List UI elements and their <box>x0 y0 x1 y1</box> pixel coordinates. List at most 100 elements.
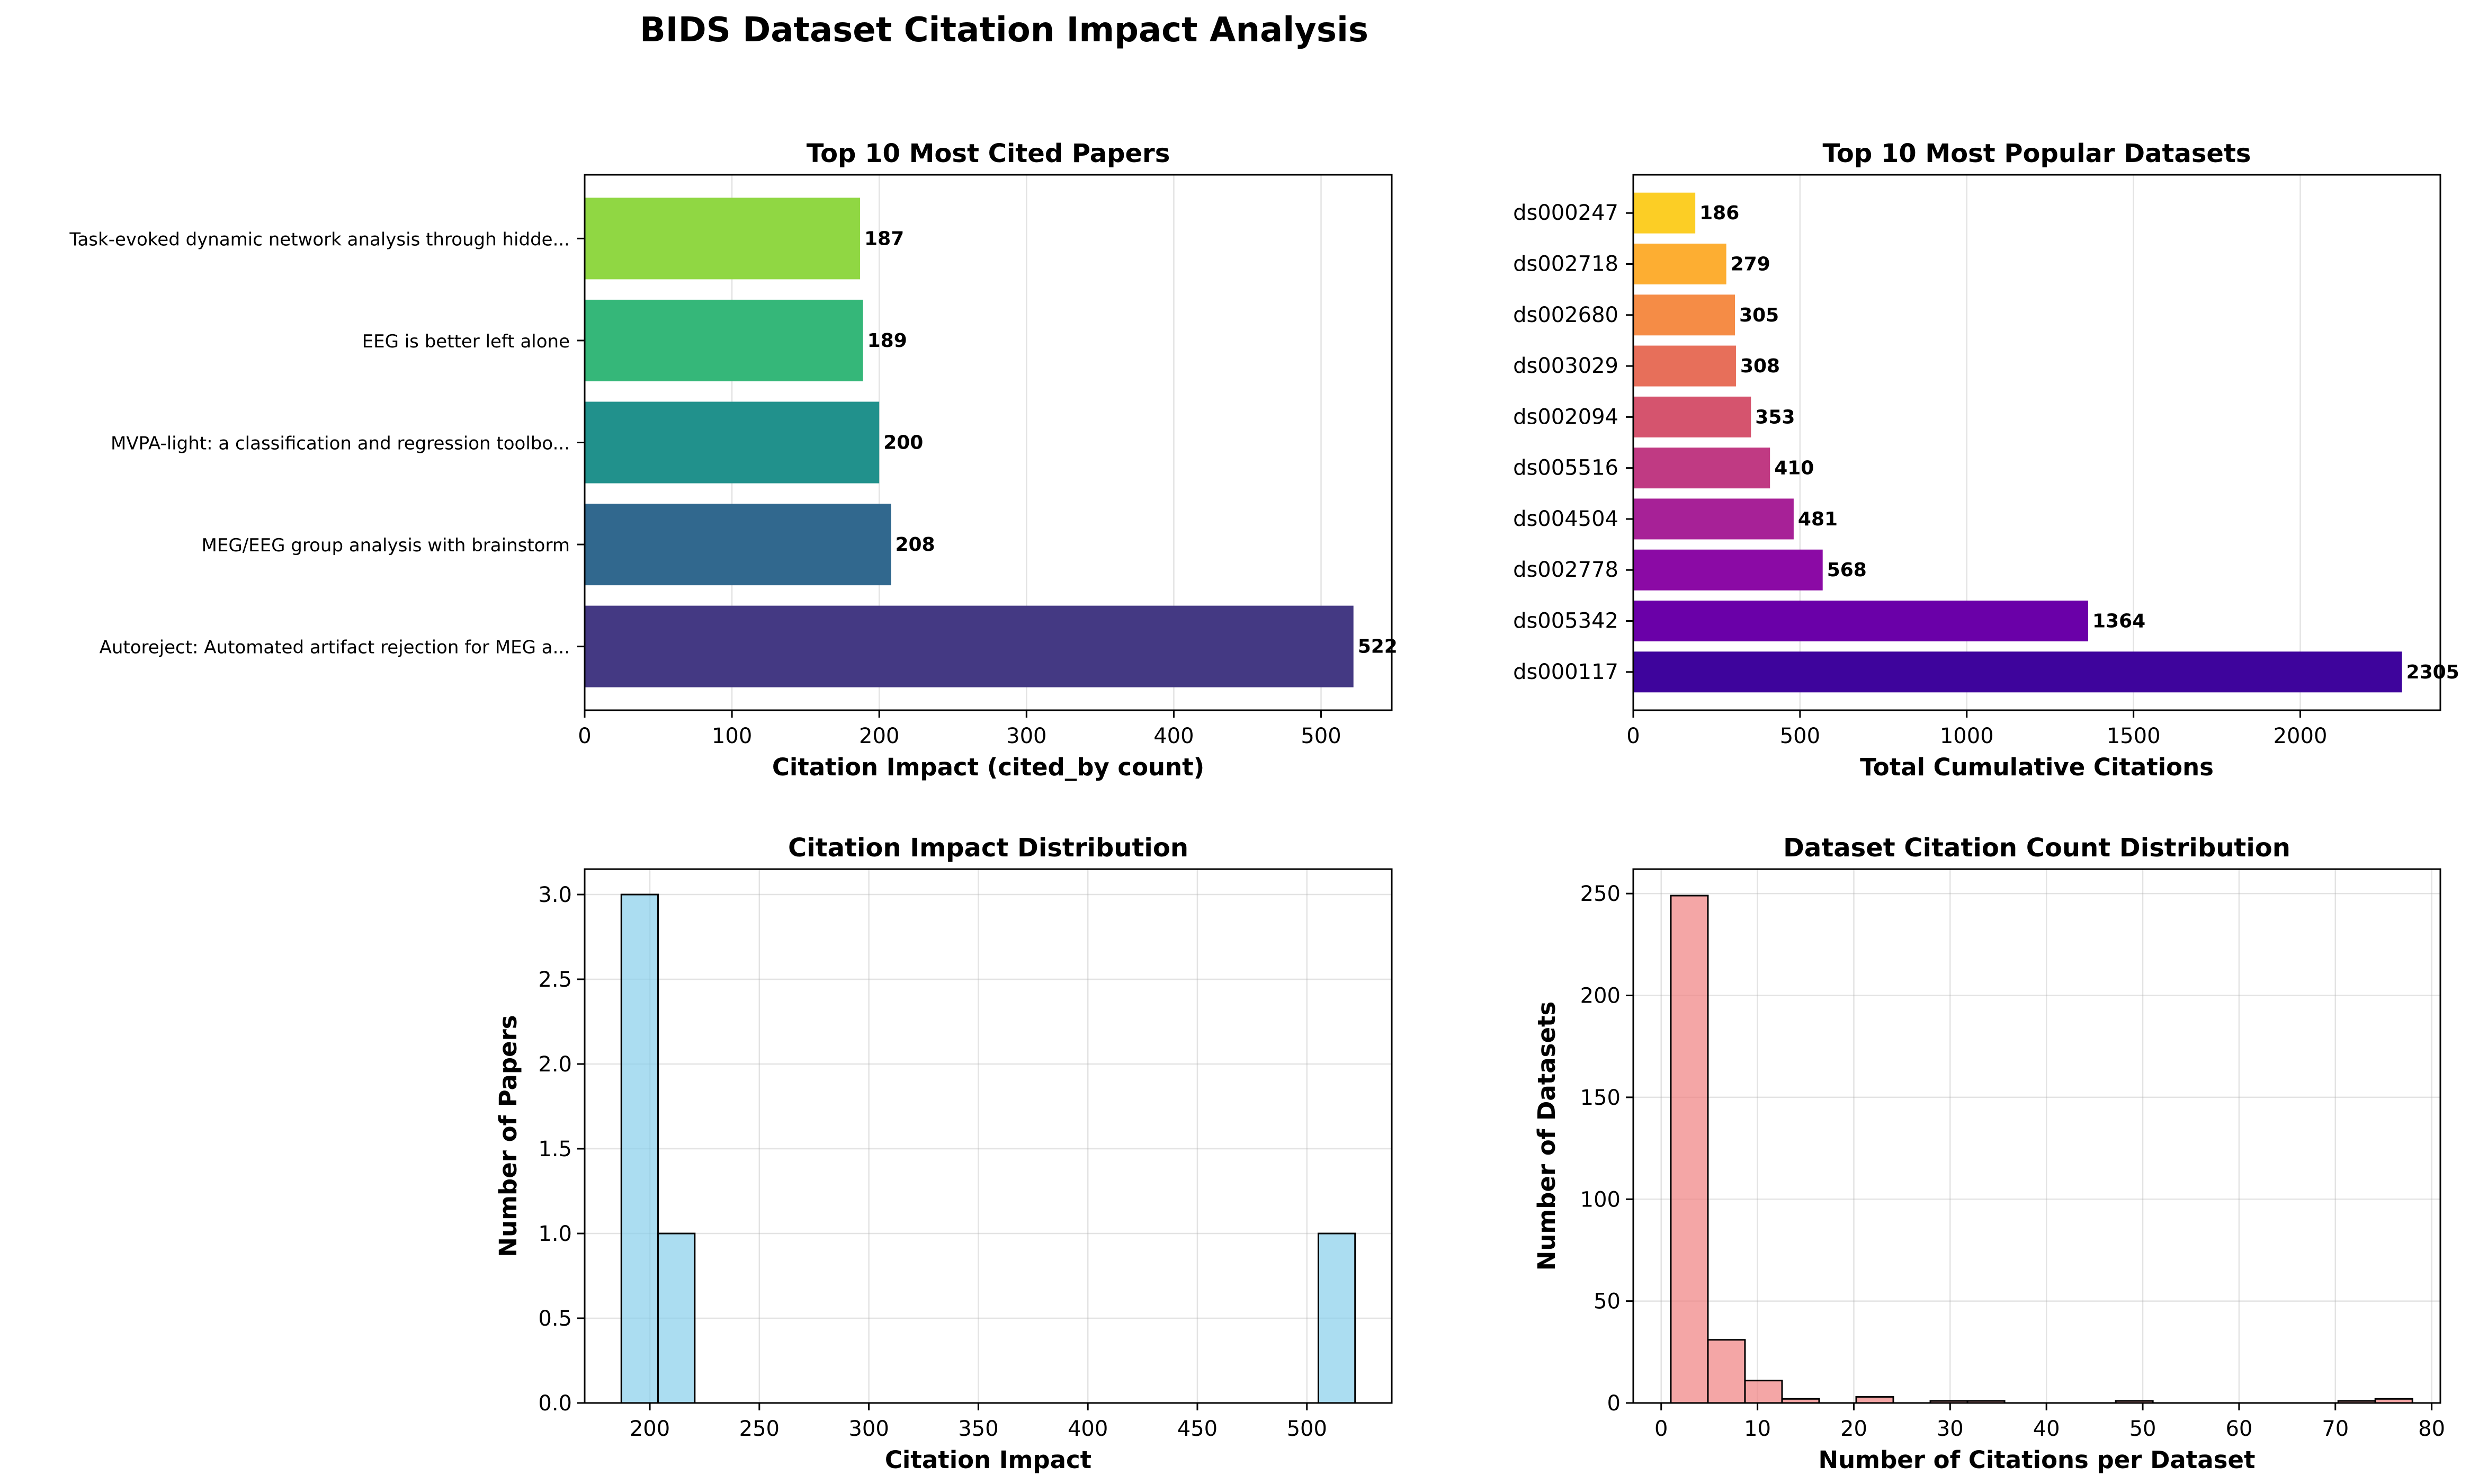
histogram-bar <box>1744 1380 1783 1404</box>
histogram-bar <box>1707 1339 1746 1404</box>
x-axis-label: Total Cumulative Citations <box>1860 753 2214 781</box>
x-tick-label: 300 <box>848 1417 889 1441</box>
y-tick-label: 0.0 <box>538 1391 572 1416</box>
top-popular-datasets-chart: 2305 ds000117 1364 ds005342 568 ds002778 481 ds… <box>1513 139 2459 781</box>
bar <box>1633 448 1770 489</box>
y-tick-label: ds000117 <box>1513 660 1618 684</box>
histogram-bar <box>620 893 659 1404</box>
bar <box>1633 600 2088 642</box>
x-tick-label: 0 <box>1654 1417 1668 1441</box>
x-tick-label: 200 <box>630 1417 670 1441</box>
x-tick-label: 500 <box>1301 724 1341 748</box>
bar-value-label: 279 <box>1731 254 1770 275</box>
bar <box>1633 396 1751 437</box>
x-axis-label: Citation Impact (cited_by count) <box>772 753 1204 781</box>
y-tick-label: ds002778 <box>1513 558 1618 582</box>
x-tick-label: 500 <box>1780 724 1820 748</box>
bar-value-label: 410 <box>1774 458 1814 479</box>
histogram-bar <box>1317 1232 1356 1404</box>
bar <box>585 299 863 381</box>
bar-value-label: 1364 <box>2092 611 2145 632</box>
x-tick-label: 0 <box>578 724 591 748</box>
x-tick-label: 1500 <box>2107 724 2161 748</box>
bar <box>585 605 1354 687</box>
x-tick-label: 250 <box>739 1417 780 1441</box>
x-tick-label: 400 <box>1153 724 1194 748</box>
bar <box>585 198 861 280</box>
x-tick-label: 450 <box>1177 1417 1218 1441</box>
x-tick-label: 40 <box>2033 1417 2060 1441</box>
y-tick-label: MEG/EEG group analysis with brainstorm <box>202 535 570 556</box>
histogram-bar <box>1855 1396 1894 1404</box>
y-tick-label: 250 <box>1580 882 1621 906</box>
x-tick-label: 100 <box>712 724 752 748</box>
bar <box>585 401 880 484</box>
x-tick-label: 50 <box>2129 1417 2156 1441</box>
y-tick-label: ds003029 <box>1513 354 1618 378</box>
bar <box>1633 294 1735 336</box>
plot-frame <box>584 868 1393 1404</box>
y-axis-label: Number of Datasets <box>1533 1002 1561 1271</box>
plot-frame <box>584 174 1393 711</box>
bar <box>1633 498 1794 540</box>
bar-value-label: 200 <box>883 432 923 454</box>
panel-title: Citation Impact Distribution <box>788 833 1188 863</box>
x-tick-label: 20 <box>1840 1417 1867 1441</box>
x-axis-label: Citation Impact <box>885 1446 1091 1474</box>
x-tick-label: 200 <box>859 724 899 748</box>
y-tick-label: 3.0 <box>538 883 572 907</box>
bar-value-label: 353 <box>1755 406 1795 428</box>
citation-impact-histogram: 200 250 300 350 400 450 500 0.0 0.5 1.0 1.5 2.0 2.5 3… <box>494 833 1393 1474</box>
x-tick-label: 0 <box>1626 724 1640 748</box>
plot-frame <box>1632 174 2441 711</box>
x-axis-label: Number of Citations per Dataset <box>1818 1446 2255 1474</box>
y-tick-label: 150 <box>1580 1086 1621 1110</box>
y-tick-label: ds002094 <box>1513 405 1618 429</box>
y-tick-label: Task-evoked dynamic network analysis thr… <box>69 229 570 250</box>
bar-value-label: 2305 <box>2406 661 2459 683</box>
bar-value-label: 522 <box>1358 636 1398 658</box>
top-cited-papers-chart: 522 Autoreject: Automated artifact reject… <box>69 139 1398 781</box>
bar-value-label: 208 <box>895 534 935 556</box>
bar <box>585 504 891 586</box>
bar <box>1633 651 2402 693</box>
y-tick-label: ds000247 <box>1513 201 1618 225</box>
panel-title: Dataset Citation Count Distribution <box>1783 833 2290 863</box>
y-tick-label: 200 <box>1580 984 1621 1008</box>
y-tick-label: 50 <box>1594 1290 1621 1314</box>
bar-value-label: 187 <box>864 228 904 249</box>
y-tick-label: 2.0 <box>538 1052 572 1077</box>
histogram-bar <box>657 1232 696 1404</box>
y-tick-label: MVPA-light: a classification and regress… <box>111 433 570 454</box>
y-tick-label: Autoreject: Automated artifact rejection… <box>100 637 570 658</box>
bar <box>1633 243 1726 285</box>
y-tick-label: 1.0 <box>538 1222 572 1246</box>
y-tick-label: 0 <box>1607 1391 1621 1416</box>
bar-value-label: 186 <box>1699 202 1739 224</box>
panel-title: Top 10 Most Popular Datasets <box>1822 139 2251 168</box>
y-tick-label: ds005342 <box>1513 609 1618 633</box>
bar <box>1633 549 1823 591</box>
bar-value-label: 481 <box>1798 508 1838 530</box>
y-tick-label: 1.5 <box>538 1137 572 1161</box>
x-tick-label: 10 <box>1744 1417 1771 1441</box>
bar <box>1633 192 1696 234</box>
x-tick-label: 60 <box>2225 1417 2252 1441</box>
x-tick-label: 2000 <box>2274 724 2328 748</box>
x-tick-label: 500 <box>1287 1417 1327 1441</box>
y-tick-label: ds004504 <box>1513 507 1618 531</box>
figure-title: BIDS Dataset Citation Impact Analysis <box>640 11 1368 50</box>
y-tick-label: ds002680 <box>1513 303 1618 327</box>
y-tick-label: ds002718 <box>1513 252 1618 276</box>
y-tick-label: 0.5 <box>538 1307 572 1331</box>
panel-title: Top 10 Most Cited Papers <box>807 139 1170 168</box>
x-tick-label: 300 <box>1006 724 1046 748</box>
y-tick-label: ds005516 <box>1513 456 1618 480</box>
y-tick-label: 100 <box>1580 1187 1621 1212</box>
x-tick-label: 350 <box>958 1417 998 1441</box>
x-tick-label: 30 <box>1937 1417 1964 1441</box>
y-axis-label: Number of Papers <box>494 1015 522 1257</box>
bar <box>1633 345 1736 387</box>
plot-frame <box>1632 868 2441 1404</box>
bar-value-label: 305 <box>1739 305 1779 326</box>
